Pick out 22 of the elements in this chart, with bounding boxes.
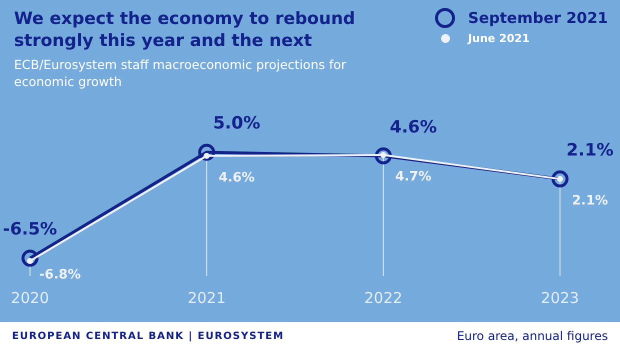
chart-title: We expect the economy to rebound strongly this year and the next: [14, 8, 356, 52]
data-label: 5.0%: [213, 114, 260, 134]
data-label: 4.6%: [218, 170, 255, 186]
legend-label: September 2021: [468, 9, 608, 27]
x-tick-label: 2022: [364, 288, 402, 307]
x-tick-label: 2020: [10, 288, 50, 307]
text: EUROPEAN CENTRAL BANK | EUROSYSTEM: [12, 330, 284, 342]
point: [374, 147, 392, 164]
text: Euro area, annual figures: [456, 329, 608, 343]
x-tick-label: 2023: [540, 288, 580, 307]
chart-subtitle: ECB/Eurosystem staff macroeconomic projections for economic growth: [14, 56, 348, 90]
x-tick-label: 2021: [188, 288, 226, 307]
data-label: 4.6%: [390, 117, 437, 138]
point: [22, 250, 38, 267]
data-label: -6.8%: [39, 267, 81, 282]
point: [204, 152, 210, 159]
data-label: -6.5%: [2, 220, 58, 240]
legend-label: June 2021: [468, 32, 530, 45]
data-label: 2.1%: [566, 140, 614, 160]
point: [552, 170, 568, 188]
data-label: 2.1%: [572, 193, 608, 208]
data-label: 4.7%: [395, 169, 432, 184]
